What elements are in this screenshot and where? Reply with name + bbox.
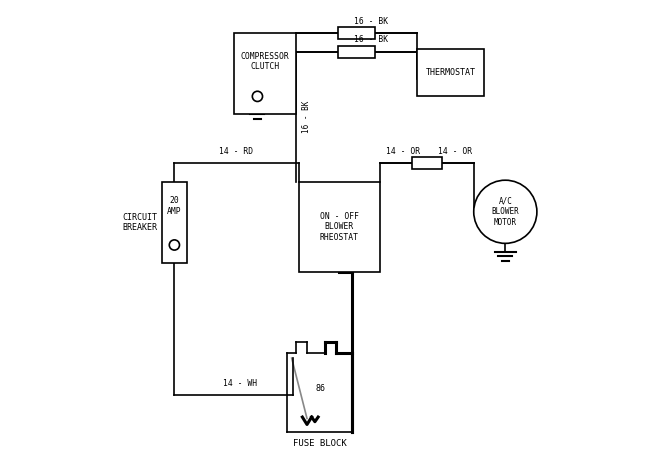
Text: 14 - RD: 14 - RD (219, 147, 253, 156)
Bar (338, 46, 375, 58)
Bar (412, 157, 441, 169)
Text: 14 - OR: 14 - OR (386, 147, 420, 156)
Text: THERMOSTAT: THERMOSTAT (426, 68, 476, 77)
Text: A/C
BLOWER
MOTOR: A/C BLOWER MOTOR (492, 197, 519, 227)
Text: 16 - BK: 16 - BK (302, 101, 311, 133)
Bar (298, 181, 380, 272)
Text: 16 - BK: 16 - BK (353, 16, 388, 25)
Text: 86: 86 (315, 384, 325, 393)
Text: FUSE BLOCK: FUSE BLOCK (293, 439, 346, 448)
Bar (234, 33, 296, 114)
Text: 16 - BK: 16 - BK (353, 35, 388, 44)
Text: 14 - WH: 14 - WH (223, 379, 257, 388)
Text: ON - OFF
BLOWER
RHEOSTAT: ON - OFF BLOWER RHEOSTAT (320, 212, 358, 242)
Text: COMPRESSOR
CLUTCH: COMPRESSOR CLUTCH (240, 52, 289, 71)
Bar (338, 27, 375, 39)
Circle shape (473, 180, 537, 243)
Text: 14 - OR: 14 - OR (438, 147, 472, 156)
Bar (417, 49, 485, 96)
Bar (162, 181, 187, 263)
Text: CIRCUIT
BREAKER: CIRCUIT BREAKER (122, 212, 157, 232)
Text: 20
AMP: 20 AMP (167, 196, 182, 216)
Circle shape (252, 91, 263, 102)
Circle shape (169, 240, 180, 250)
